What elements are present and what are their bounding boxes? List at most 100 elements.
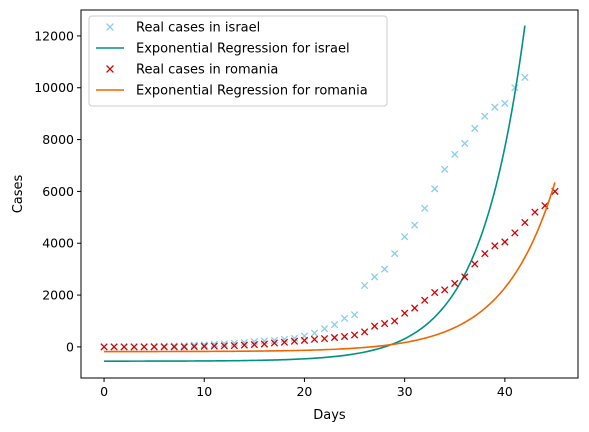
series-0-point-31-stroke-b xyxy=(411,221,419,229)
series-0-point-36-stroke-b xyxy=(461,139,469,148)
series-0-point-22 xyxy=(320,325,329,333)
series-0-point-9 xyxy=(190,341,198,349)
series-2-point-23 xyxy=(330,333,339,342)
x-tick-label-3: 30 xyxy=(397,384,413,399)
series-2-point-24-stroke-b xyxy=(340,332,349,341)
series-2-point-36-stroke-b xyxy=(461,273,469,281)
series-2-point-2 xyxy=(120,343,128,351)
series-2-point-26-stroke-b xyxy=(360,328,369,336)
series-2-point-8-stroke-b xyxy=(180,343,188,351)
series-0-point-14-stroke-b xyxy=(240,338,248,347)
series-2-point-14-stroke-b xyxy=(240,341,248,349)
y-tick-label-2: 4000 xyxy=(42,236,74,251)
series-layer xyxy=(100,25,559,362)
series-2-point-9 xyxy=(190,342,198,351)
legend-entries: Real cases in israel Exponential Regressi… xyxy=(96,21,368,99)
series-0-point-34 xyxy=(441,165,449,174)
y-tick-label-5: 10000 xyxy=(34,80,74,95)
series-2-point-19 xyxy=(290,337,299,345)
series-2-point-29-stroke-b xyxy=(390,317,399,325)
legend-entry-1: Exponential Regression for israel xyxy=(96,42,350,57)
series-2-point-18 xyxy=(280,338,289,346)
series-0-point-24-stroke-b xyxy=(340,314,349,323)
series-0-point-11 xyxy=(210,340,218,348)
series-2-point-32-stroke-b xyxy=(421,296,429,304)
series-1-regression-line xyxy=(104,25,526,362)
series-2-point-2-stroke-b xyxy=(120,343,128,351)
series-2-point-3-stroke-b xyxy=(130,343,138,351)
series-0-point-18-stroke-b xyxy=(280,335,289,344)
series-2-point-29 xyxy=(390,317,399,325)
series-0-point-28-stroke-b xyxy=(380,265,389,273)
series-2-point-11-stroke-b xyxy=(210,342,218,350)
series-0-point-25-stroke-b xyxy=(350,311,359,319)
series-2-point-11 xyxy=(210,342,218,350)
series-2-point-6-stroke-b xyxy=(160,343,168,351)
series-0-point-7 xyxy=(170,342,178,350)
series-2-point-10-stroke-b xyxy=(200,342,208,351)
x-tick-label-0: 0 xyxy=(100,384,108,399)
legend-label-2: Real cases in romania xyxy=(136,63,278,78)
series-2-point-8 xyxy=(180,343,188,351)
series-2-point-35-stroke-b xyxy=(451,279,459,288)
series-0-point-27-stroke-b xyxy=(370,273,379,281)
legend-marker-2 xyxy=(106,65,114,73)
series-0-point-19 xyxy=(290,334,299,343)
legend-entry-0: Real cases in israel xyxy=(106,21,260,36)
series-0-point-26-stroke-b xyxy=(360,281,369,290)
series-0-point-16-stroke-b xyxy=(260,337,269,345)
series-2-point-34 xyxy=(441,286,449,294)
series-2-point-39-stroke-b xyxy=(491,242,499,250)
series-2-point-33 xyxy=(431,288,439,297)
series-2-point-13 xyxy=(230,341,238,350)
y-tick-label-4: 8000 xyxy=(42,132,74,147)
series-2-point-27-stroke-b xyxy=(370,322,379,330)
series-2-point-36 xyxy=(461,273,469,281)
series-2-point-32 xyxy=(421,296,429,304)
series-0-point-39 xyxy=(491,103,499,111)
series-0-point-41 xyxy=(511,84,519,92)
series-0-point-10-stroke-b xyxy=(200,341,208,349)
series-2-point-6 xyxy=(160,343,168,351)
series-2-point-16-stroke-b xyxy=(260,340,269,348)
series-2-point-20-stroke-b xyxy=(300,336,309,345)
series-2-point-20 xyxy=(300,336,309,345)
series-0-point-29 xyxy=(390,249,399,258)
series-0-point-11-stroke-b xyxy=(210,340,218,348)
series-0-point-30-stroke-b xyxy=(400,233,409,241)
series-2-point-35 xyxy=(451,279,459,288)
series-0-point-34-stroke-b xyxy=(441,165,449,174)
series-2-point-24 xyxy=(340,332,349,341)
series-0-point-13 xyxy=(230,339,238,347)
series-0-point-16 xyxy=(260,337,269,345)
series-0-point-40 xyxy=(501,99,509,107)
series-0-point-32-stroke-b xyxy=(421,204,429,212)
series-2-point-15-stroke-b xyxy=(250,340,259,349)
series-0-point-35-stroke-b xyxy=(451,150,459,159)
series-0-point-23-stroke-b xyxy=(330,320,339,329)
series-0-point-33-stroke-b xyxy=(431,185,439,193)
series-2-point-22-stroke-b xyxy=(320,334,329,343)
legend-marker-0 xyxy=(106,23,114,31)
series-2-point-12 xyxy=(220,342,228,350)
legend: Real cases in israel Exponential Regressi… xyxy=(88,15,388,107)
series-0-point-9-stroke-b xyxy=(190,341,198,349)
series-0-point-15 xyxy=(250,338,259,346)
series-2-point-41-stroke-b xyxy=(511,229,519,237)
series-0-point-8 xyxy=(180,341,188,350)
x-tick-label-4: 40 xyxy=(497,384,513,399)
series-0-point-42 xyxy=(521,73,529,82)
legend-label-3: Exponential Regression for romania xyxy=(136,84,368,99)
series-0-point-21-stroke-b xyxy=(310,329,319,337)
series-0-point-29-stroke-b xyxy=(390,249,399,258)
series-0-point-22-stroke-b xyxy=(320,325,329,333)
y-tick-label-6: 12000 xyxy=(34,28,74,43)
series-2-point-4 xyxy=(140,343,148,351)
y-axis-label: Cases xyxy=(11,174,26,213)
legend-entry-3: Exponential Regression for romania xyxy=(96,84,368,99)
series-2-point-34-stroke-b xyxy=(441,286,449,294)
y-tick-label-3: 6000 xyxy=(42,184,74,199)
series-0-point-21 xyxy=(310,329,319,337)
series-0-point-37 xyxy=(471,124,479,133)
series-0-point-14 xyxy=(240,338,248,347)
